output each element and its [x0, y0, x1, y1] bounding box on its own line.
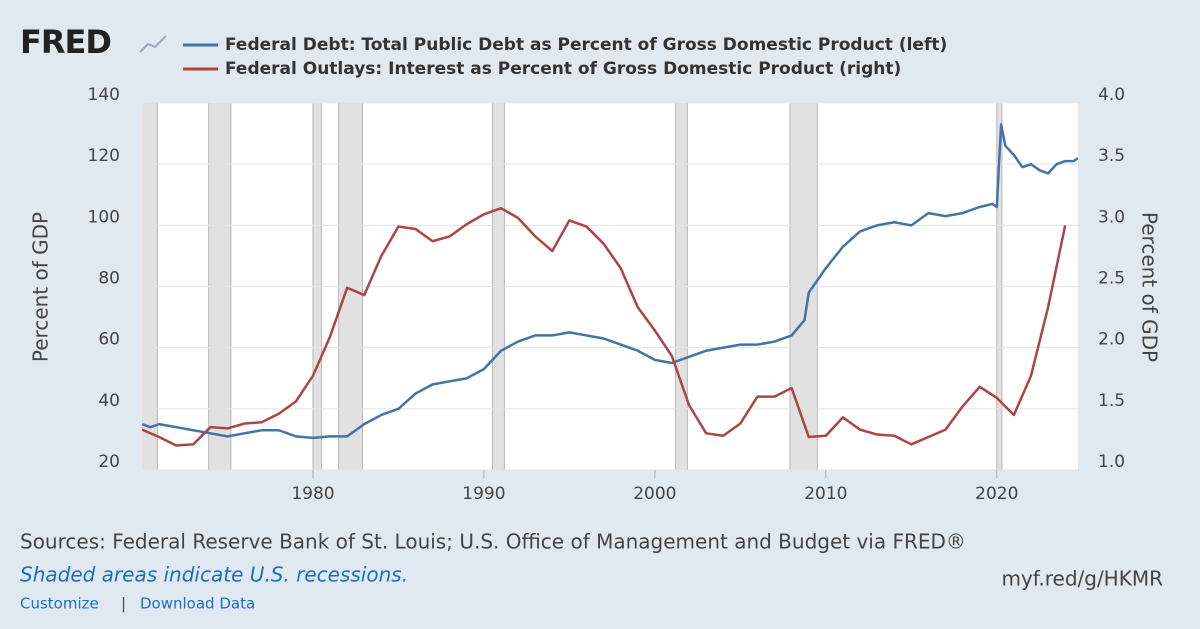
customize-link[interactable]: Customize	[20, 595, 99, 613]
short-url: myf.red/g/HKMR	[1001, 567, 1163, 591]
legend-label: Federal Debt: Total Public Debt as Perce…	[225, 35, 947, 55]
x-tick-label: 1980	[291, 484, 334, 504]
download-link[interactable]: Download Data	[140, 595, 255, 613]
y-tick-label: 100	[88, 207, 120, 227]
legend-label: Federal Outlays: Interest as Percent of …	[225, 59, 901, 79]
y2-tick-label: 4.0	[1098, 85, 1125, 105]
sources: Sources: Federal Reserve Bank of St. Lou…	[20, 530, 966, 554]
x-tick-label: 2010	[804, 484, 847, 504]
x-tick-label: 2000	[633, 484, 676, 504]
y-tick-label: 60	[98, 330, 120, 350]
x-tick-label: 1990	[462, 484, 505, 504]
x-tick-label: 2020	[975, 484, 1018, 504]
y2-tick-label: 1.5	[1098, 391, 1125, 411]
separator: |	[121, 595, 126, 613]
plot-layer	[142, 103, 1078, 470]
y2-tick-label: 3.5	[1098, 146, 1125, 166]
y-tick-label: 40	[98, 391, 120, 411]
y2-tick-label: 2.0	[1098, 330, 1125, 350]
y-axis-label: Percent of GDP	[29, 212, 53, 362]
y2-tick-label: 3.0	[1098, 207, 1125, 227]
y-tick-label: 120	[88, 146, 120, 166]
logo-icon	[139, 35, 167, 53]
y-tick-label: 140	[88, 85, 120, 105]
series-line	[142, 206, 1067, 447]
y2-tick-label: 2.5	[1098, 269, 1125, 289]
recession-note: Shaded areas indicate U.S. recessions.	[20, 563, 408, 587]
y2-tick-label: 1.0	[1098, 452, 1125, 472]
series-line	[142, 123, 1078, 440]
y2-axis-label: Percent of GDP	[1138, 212, 1162, 362]
logo: FRED	[20, 23, 111, 61]
y-tick-label: 20	[98, 452, 120, 472]
y-tick-label: 80	[98, 269, 120, 289]
